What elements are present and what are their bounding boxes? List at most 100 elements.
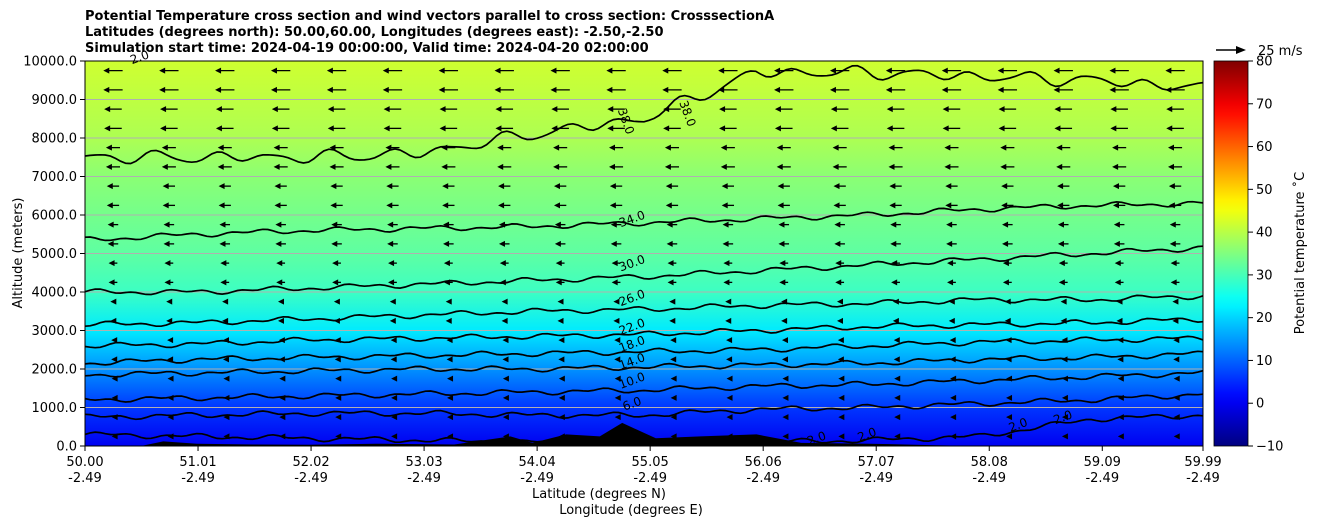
wind-arrow-head bbox=[664, 163, 671, 170]
wind-arrow-head bbox=[892, 317, 899, 324]
contour-label: 2.0 bbox=[128, 47, 151, 67]
wind-arrow-head bbox=[888, 144, 895, 151]
x-tick-label-lat: 50.00 bbox=[66, 455, 103, 470]
wind-arrow-head bbox=[445, 298, 452, 305]
wind-arrow-head bbox=[1173, 337, 1180, 344]
wind-arrow-head bbox=[553, 144, 560, 151]
wind-arrow-head bbox=[390, 356, 397, 363]
wind-arrow-head bbox=[390, 337, 397, 344]
wind-arrow-head bbox=[103, 67, 110, 74]
wind-arrow-head bbox=[1006, 414, 1013, 421]
wind-arrow-head bbox=[223, 375, 230, 382]
wind-arrow-head bbox=[111, 414, 118, 421]
wind-arrow-head bbox=[726, 337, 733, 344]
wind-arrow-head bbox=[558, 337, 565, 344]
wind-arrow-head bbox=[386, 183, 393, 190]
wind-arrow-head bbox=[1002, 221, 1009, 228]
wind-arrow-head bbox=[949, 356, 956, 363]
wind-arrow-head bbox=[217, 163, 224, 170]
wind-arrow-head bbox=[443, 221, 450, 228]
wind-arrow-head bbox=[215, 86, 222, 93]
wind-arrow-head bbox=[663, 125, 670, 132]
wind-arrow-head bbox=[270, 86, 277, 93]
wind-arrow-head bbox=[890, 221, 897, 228]
wind-arrow-head bbox=[837, 337, 844, 344]
wind-arrow-head bbox=[1166, 125, 1173, 132]
wind-arrow-head bbox=[941, 67, 948, 74]
wind-arrow-head bbox=[949, 337, 956, 344]
y-tick-label: 6000.0 bbox=[32, 209, 78, 224]
x-axis-ticks: 50.00-2.4951.01-2.4952.02-2.4953.03-2.49… bbox=[66, 446, 1222, 486]
wind-arrow-head bbox=[1000, 163, 1007, 170]
wind-arrow-head bbox=[832, 144, 839, 151]
x-tick-label-lon: -2.49 bbox=[294, 471, 328, 486]
wind-arrow-head bbox=[495, 106, 502, 113]
wind-arrow-head bbox=[553, 202, 560, 209]
wind-arrow-head bbox=[1061, 375, 1068, 382]
wind-arrow-head bbox=[1056, 144, 1063, 151]
wind-arrow-head bbox=[1053, 67, 1060, 74]
wind-arrow-head bbox=[279, 394, 286, 401]
wind-arrow-head bbox=[670, 394, 677, 401]
wind-arrow-head bbox=[106, 202, 113, 209]
wind-arrow-head bbox=[782, 375, 789, 382]
wind-arrow-head bbox=[439, 125, 446, 132]
wind-arrow-head bbox=[941, 86, 948, 93]
title-line-1: Potential Temperature cross section and … bbox=[85, 9, 774, 24]
wind-arrow-head bbox=[611, 279, 618, 286]
wind-arrow-head bbox=[1117, 337, 1124, 344]
wind-arrow-head bbox=[330, 183, 337, 190]
wind-arrow-head bbox=[830, 106, 837, 113]
wind-arrow-head bbox=[1168, 144, 1175, 151]
title-block: Potential Temperature cross section and … bbox=[85, 9, 774, 56]
x-tick-label-lon: -2.49 bbox=[181, 471, 215, 486]
wind-arrow-head bbox=[942, 125, 949, 132]
wind-arrow-head bbox=[1110, 125, 1117, 132]
wind-arrow-head bbox=[614, 414, 621, 421]
wind-arrow-head bbox=[551, 125, 558, 132]
wind-arrow-head bbox=[502, 414, 509, 421]
wind-arrow-head bbox=[718, 86, 725, 93]
wind-arrow-head bbox=[829, 67, 836, 74]
wind-arrow-head bbox=[782, 414, 789, 421]
y-axis-ticks: 0.0 1000.0 2000.0 3000.0 4000.0 5000.0 6000.0 7… bbox=[23, 55, 85, 455]
colorbar-tick-label: 80 bbox=[1256, 55, 1273, 70]
wind-arrow-head bbox=[385, 163, 392, 170]
x-tick-label-lon: -2.49 bbox=[859, 471, 893, 486]
wind-arrow-head bbox=[439, 106, 446, 113]
wind-arrow-head bbox=[108, 260, 115, 267]
wind-arrow-head bbox=[662, 67, 669, 74]
wind-arrow-head bbox=[894, 433, 901, 440]
contour-line bbox=[85, 350, 1203, 378]
wind-arrow-head bbox=[1061, 356, 1068, 363]
wind-arrow-head bbox=[997, 86, 1004, 93]
wind-arrow-head bbox=[554, 221, 561, 228]
wind-arrow-head bbox=[107, 221, 114, 228]
wind-arrow-head bbox=[103, 86, 110, 93]
wind-arrow-head bbox=[335, 394, 342, 401]
x-tick-label-lat: 57.07 bbox=[858, 455, 895, 470]
wind-arrow-head bbox=[386, 202, 393, 209]
wind-arrow-head bbox=[1061, 433, 1068, 440]
wind-arrow-head bbox=[220, 260, 227, 267]
wind-arrow-head bbox=[665, 202, 672, 209]
wind-arrow-head bbox=[613, 317, 620, 324]
wind-arrow-head bbox=[667, 260, 674, 267]
wind-arrow-head bbox=[1173, 414, 1180, 421]
x-tick-label-lat: 59.09 bbox=[1084, 455, 1121, 470]
wind-arrow-head bbox=[1109, 86, 1116, 93]
wind-arrow-head bbox=[774, 86, 781, 93]
wind-arrow-head bbox=[1172, 298, 1179, 305]
wind-arrow-head bbox=[502, 394, 509, 401]
wind-arrow-head bbox=[162, 183, 169, 190]
wind-arrow-head bbox=[778, 240, 785, 247]
wind-arrow-head bbox=[279, 414, 286, 421]
wind-arrow-head bbox=[1173, 356, 1180, 363]
wind-arrow-head bbox=[776, 163, 783, 170]
wind-arrow-head bbox=[160, 106, 167, 113]
wind-arrow-head bbox=[721, 183, 728, 190]
wind-arrow-head bbox=[219, 221, 226, 228]
wind-arrow-head bbox=[551, 106, 558, 113]
wind-arrow-head bbox=[1165, 67, 1172, 74]
x-tick-label-lat: 58.08 bbox=[971, 455, 1008, 470]
